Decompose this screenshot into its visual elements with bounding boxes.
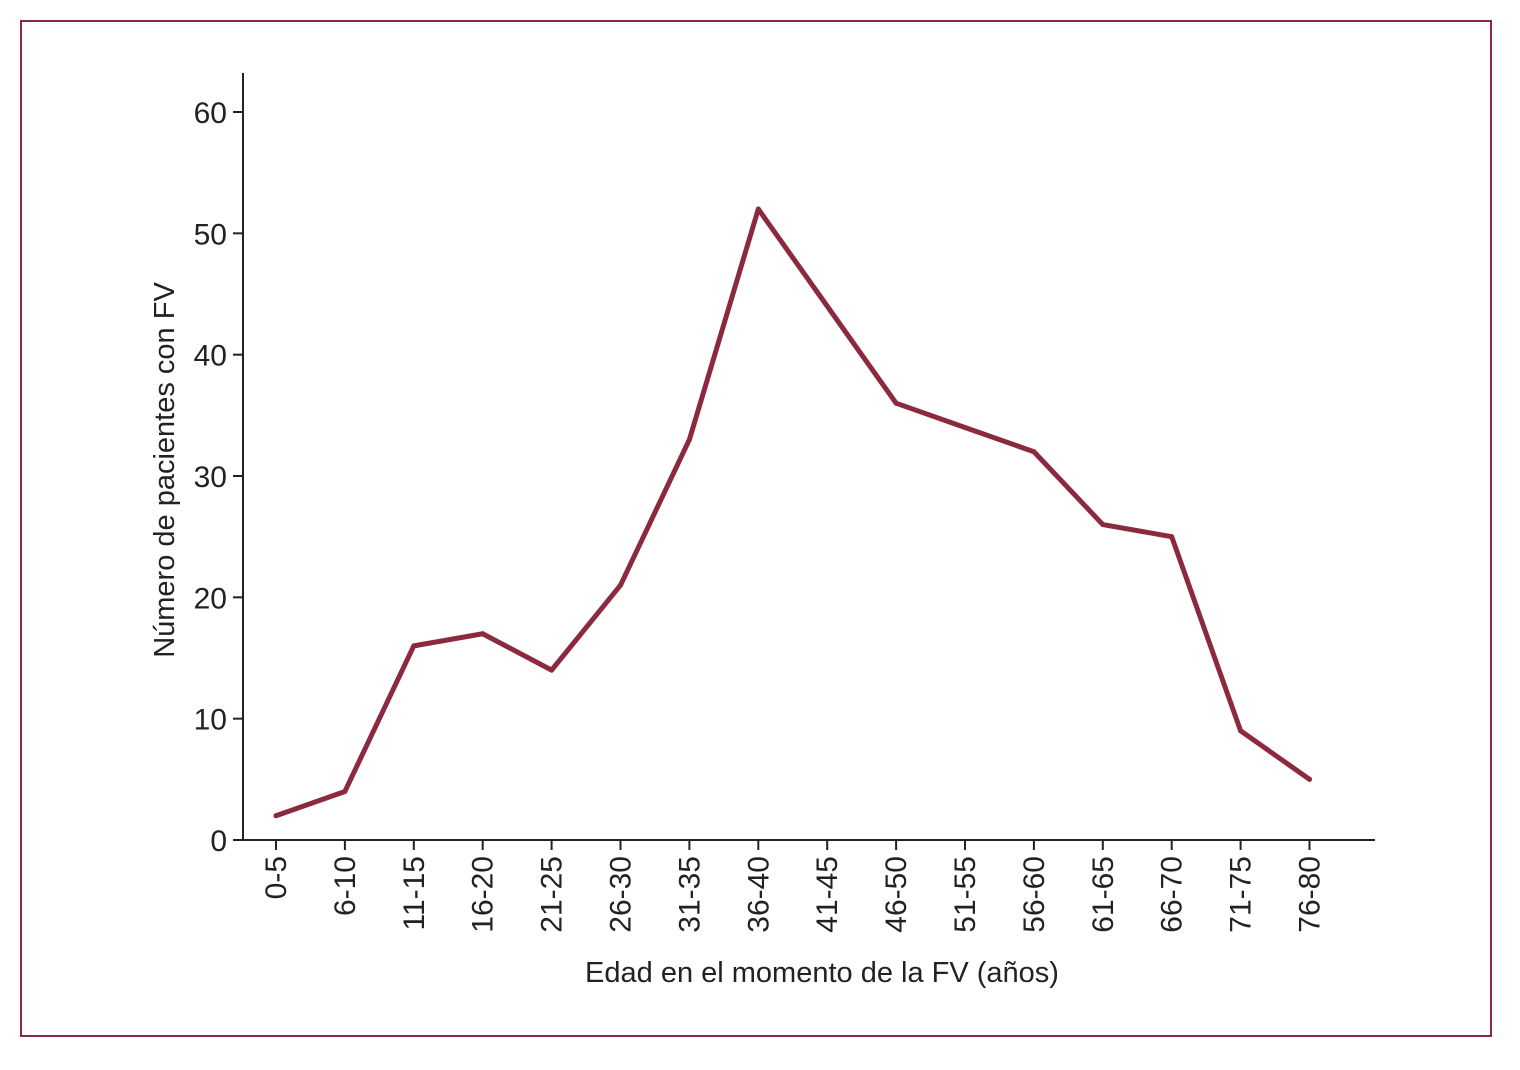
data-point	[824, 303, 830, 309]
data-point	[686, 437, 692, 443]
x-tick-label: 61-65	[1087, 856, 1120, 933]
data-point	[893, 400, 899, 406]
data-point	[1031, 449, 1037, 455]
y-tick-label: 40	[194, 340, 227, 373]
y-axis-title: Número de pacientes con FV	[149, 282, 181, 658]
series-group	[273, 206, 1312, 819]
data-point	[1169, 534, 1175, 540]
data-point	[411, 643, 417, 649]
x-tick-label: 66-70	[1156, 856, 1189, 933]
data-point	[480, 631, 486, 637]
data-point	[962, 424, 968, 430]
x-tick-label: 31-35	[673, 856, 706, 933]
x-tick-label: 26-30	[605, 856, 638, 933]
x-tick-label: 71-75	[1225, 856, 1258, 933]
y-tick-label: 30	[194, 461, 227, 494]
x-tick-label: 0-5	[260, 856, 293, 899]
data-point	[273, 813, 279, 819]
x-tick-label: 56-60	[1018, 856, 1051, 933]
data-point	[549, 667, 555, 673]
data-point	[755, 206, 761, 212]
data-point	[618, 582, 623, 588]
y-axis: 0 10 20 30 40 50 60	[194, 73, 244, 858]
x-tick-label: 51-55	[949, 856, 982, 933]
y-tick-label: 20	[194, 582, 227, 615]
x-tick-label: 11-15	[398, 856, 431, 931]
data-point	[1307, 776, 1312, 782]
x-tick-label: 36-40	[742, 856, 775, 933]
x-axis: 0-5 6-10 11-15 16-20 21-25 26-30 31-35 36-40 41-…	[243, 839, 1375, 933]
x-tick-label: 46-50	[880, 856, 913, 933]
x-tick-label: 21-25	[536, 856, 569, 933]
data-point	[342, 788, 348, 794]
x-tick-label: 16-20	[467, 856, 500, 933]
x-tick-label: 6-10	[329, 856, 362, 916]
x-tick-label: 76-80	[1294, 856, 1327, 933]
y-tick-label: 50	[194, 218, 227, 251]
x-axis-title: Edad en el momento de la FV (años)	[585, 957, 1059, 989]
chart-frame	[20, 20, 1492, 1037]
data-point	[1100, 522, 1106, 528]
y-tick-label: 0	[210, 825, 227, 858]
x-tick-label: 41-45	[811, 856, 844, 933]
data-point	[1238, 728, 1244, 734]
series-line	[273, 206, 1312, 819]
y-tick-label: 10	[194, 704, 227, 737]
y-tick-label: 60	[194, 97, 227, 130]
